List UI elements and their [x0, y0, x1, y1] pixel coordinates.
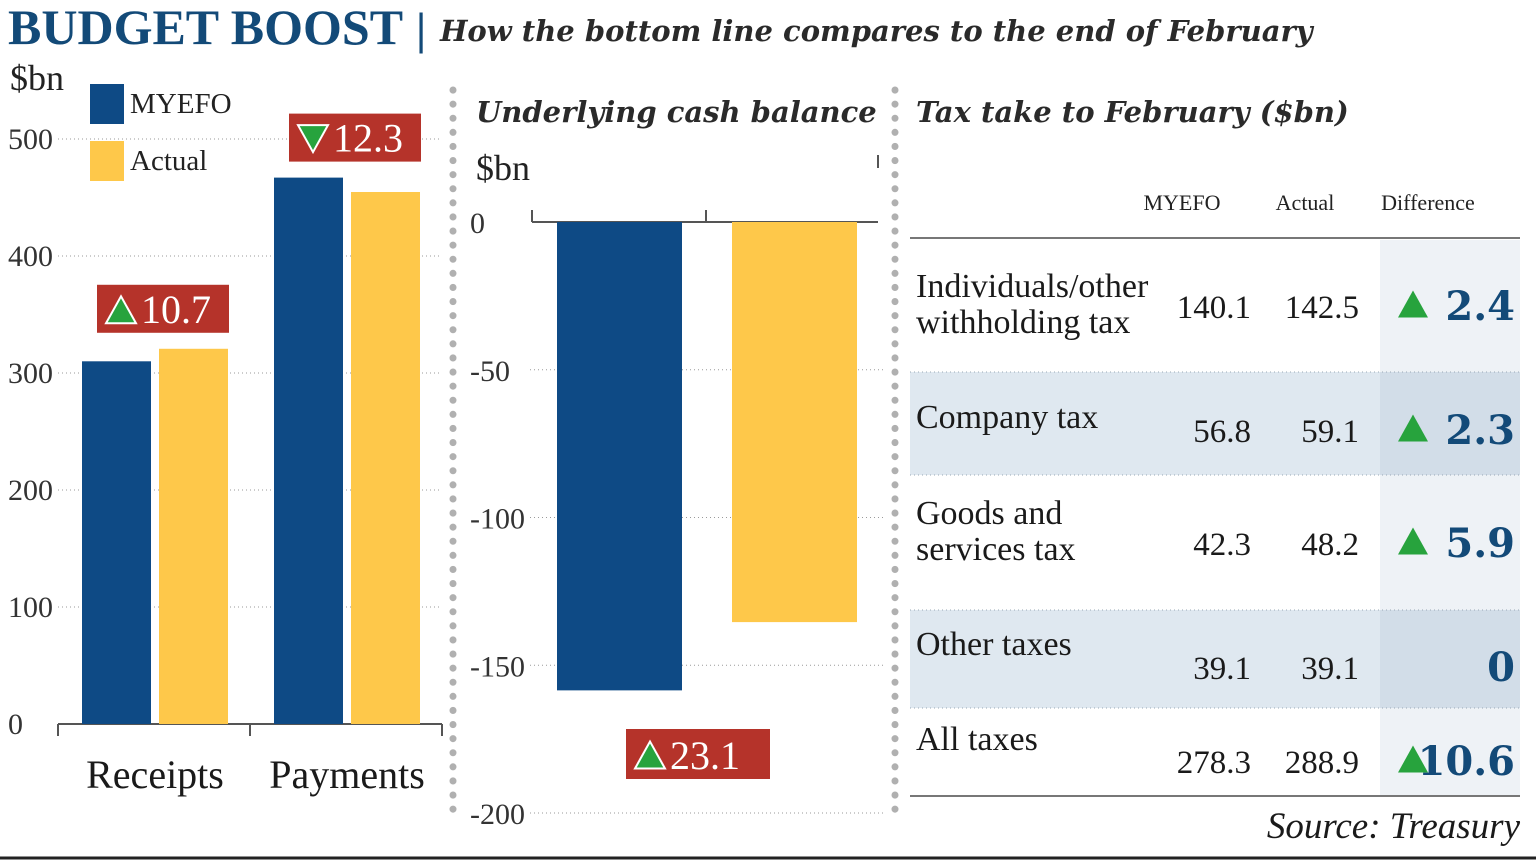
difference-cell-bg: [1380, 372, 1520, 475]
increase-arrow: [1398, 290, 1428, 318]
y-tick-label: 100: [8, 591, 53, 624]
y-axis-unit: $bn: [10, 58, 64, 98]
y-tick-label: 500: [8, 123, 53, 156]
category-label: Payments: [269, 752, 425, 797]
difference-cell-bg: [1380, 708, 1520, 796]
increase-arrow: [1398, 527, 1428, 555]
title-separator: |: [416, 3, 427, 54]
panel-title: Underlying cash balance: [476, 95, 877, 129]
change-badge-text: 10.7: [141, 287, 211, 332]
myefo-value: 56.8: [1193, 414, 1251, 450]
column-header: Difference: [1381, 190, 1475, 215]
bar-cash-myefo: [557, 222, 682, 691]
actual-value: 59.1: [1301, 414, 1359, 450]
increase-arrow: [1398, 414, 1428, 442]
legend-swatch: [90, 141, 124, 181]
difference-value: 0: [1487, 644, 1515, 691]
tax-take-table: Tax take to February ($bn) MYEFO Actual Dif…: [910, 95, 1520, 797]
change-badge-text: 23.1: [670, 733, 740, 778]
change-badge-arrow: [633, 739, 667, 770]
difference-value: 2.4: [1445, 283, 1515, 330]
difference-value: 2.3: [1445, 407, 1515, 454]
myefo-value: 140.1: [1177, 290, 1251, 326]
y-tick-label: -100: [470, 503, 525, 536]
y-tick-label: -50: [470, 355, 510, 388]
legend-swatch: [90, 84, 124, 124]
row-label: services tax: [916, 531, 1076, 568]
bar-receipts-actual: [159, 348, 228, 724]
header: BUDGET BOOST | How the bottom line compa…: [8, 0, 1528, 56]
y-tick-label: 300: [8, 357, 53, 390]
change-badge-arrow: [104, 294, 138, 325]
change-badge-text: 12.3: [333, 116, 403, 161]
row-label: Goods and: [916, 495, 1062, 532]
change-badge-arrow: [296, 124, 330, 155]
difference-value: 5.9: [1445, 520, 1515, 567]
row-label: Other taxes: [916, 626, 1072, 663]
myefo-value: 39.1: [1193, 651, 1251, 687]
y-tick-label: 400: [8, 240, 53, 273]
column-header: MYEFO: [1143, 190, 1220, 215]
y-axis-unit: $bn: [476, 148, 530, 188]
myefo-value: 42.3: [1193, 527, 1251, 563]
y-tick-label: 0: [470, 207, 485, 240]
difference-cell-bg: [1380, 610, 1520, 708]
receipts-payments-chart: 0 100 200 300 400 500 $bn Receipts Payments MYEFO…: [8, 58, 443, 797]
row-label: All taxes: [916, 721, 1038, 758]
category-label: Receipts: [86, 752, 224, 797]
actual-value: 39.1: [1301, 651, 1359, 687]
cash-balance-chart: Underlying cash balance $bn 0 -50 -100 -150 -2…: [470, 95, 884, 831]
row-label: Company tax: [916, 399, 1098, 436]
legend-label: Actual: [130, 145, 207, 177]
increase-arrow: [1398, 745, 1428, 773]
difference-cell-bg: [1380, 475, 1520, 610]
row-label: withholding tax: [916, 304, 1130, 341]
bar-payments-actual: [351, 192, 420, 725]
actual-value: 142.5: [1285, 290, 1359, 326]
y-tick-label: -150: [470, 650, 525, 683]
bar-payments-myefo: [274, 177, 343, 725]
chart-subtitle: How the bottom line compares to the end …: [440, 14, 1313, 48]
bar-receipts-myefo: [82, 361, 151, 724]
column-header: Actual: [1276, 190, 1335, 215]
difference-cell-bg: [1380, 240, 1520, 372]
chart-title: BUDGET BOOST: [8, 0, 404, 55]
actual-value: 288.9: [1285, 745, 1359, 781]
y-tick-label: 0: [8, 708, 23, 741]
y-tick-label: -200: [470, 798, 525, 831]
difference-value: 10.6: [1418, 738, 1515, 785]
panel-title: Tax take to February ($bn): [916, 95, 1349, 129]
legend-label: MYEFO: [130, 88, 232, 120]
y-tick-label: 200: [8, 474, 53, 507]
myefo-value: 278.3: [1177, 745, 1251, 781]
actual-value: 48.2: [1301, 527, 1359, 563]
bar-cash-actual: [732, 222, 857, 623]
source-note: Source: Treasury: [1267, 806, 1521, 847]
row-label: Individuals/other: [916, 268, 1149, 305]
